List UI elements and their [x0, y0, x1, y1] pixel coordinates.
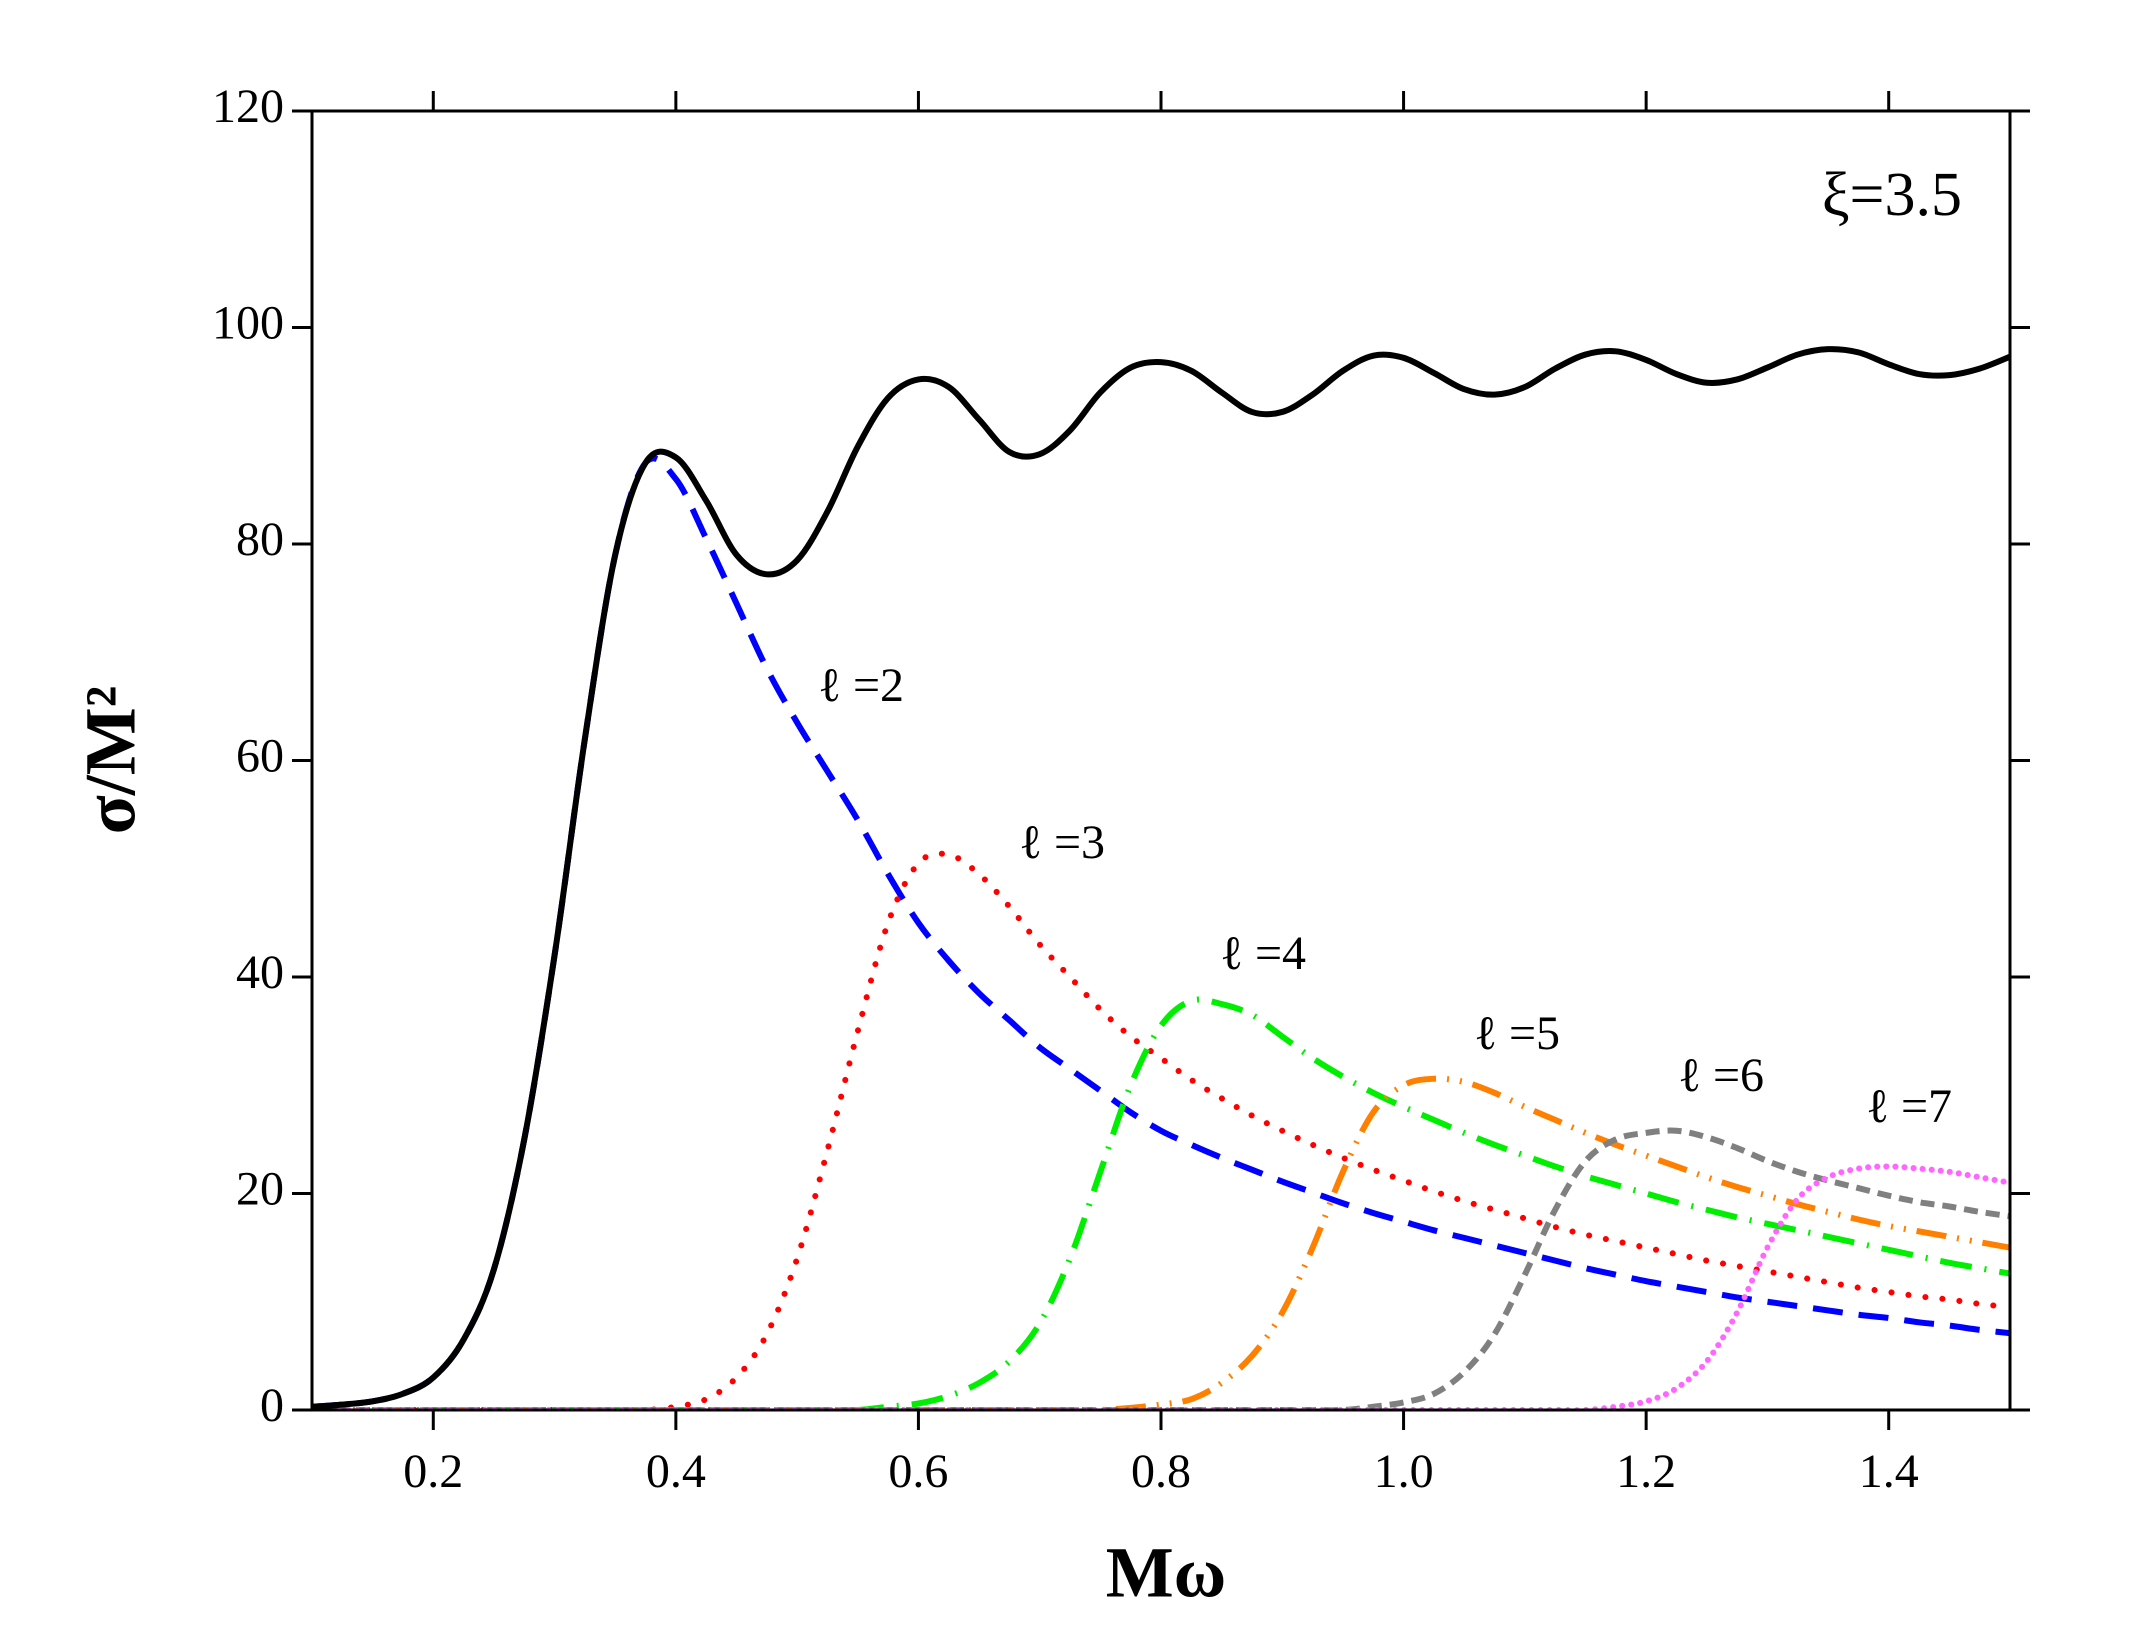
y-tick-label: 20: [236, 1163, 284, 1216]
y-tick-label: 80: [236, 513, 284, 566]
y-tick-label: 40: [236, 946, 284, 999]
curve-label: ℓ =7: [1866, 1080, 1952, 1133]
y-tick-label: 0: [260, 1379, 284, 1432]
annotation: ξ=3.5: [1822, 161, 1962, 229]
x-axis-label: Mω: [1106, 1533, 1227, 1613]
x-tick-label: 1.2: [1616, 1445, 1676, 1498]
series-line: [312, 1163, 2010, 1410]
series-line: [312, 346, 2010, 1410]
x-tick-label: 0.4: [646, 1445, 706, 1498]
y-tick-label: 120: [212, 80, 284, 133]
y-tick-label: 60: [236, 730, 284, 783]
curve-label: ℓ =3: [1019, 816, 1105, 869]
x-tick-label: 0.6: [888, 1445, 948, 1498]
x-tick-label: 1.4: [1859, 1445, 1919, 1498]
curve-label: ℓ =4: [1220, 927, 1306, 980]
y-axis-label: σ/M²: [71, 686, 151, 835]
series-line: [312, 455, 2010, 1410]
x-tick-label: 0.2: [403, 1445, 463, 1498]
x-tick-label: 0.8: [1131, 1445, 1191, 1498]
curve-label: ℓ =2: [818, 659, 904, 712]
x-tick-label: 1.0: [1374, 1445, 1434, 1498]
y-tick-label: 100: [212, 297, 284, 350]
series-line: [312, 996, 2010, 1410]
curve-label: ℓ =6: [1678, 1049, 1764, 1102]
curve-label: ℓ =5: [1474, 1007, 1560, 1060]
plot-frame: [310, 109, 2012, 1412]
series-line: [312, 1075, 2010, 1410]
